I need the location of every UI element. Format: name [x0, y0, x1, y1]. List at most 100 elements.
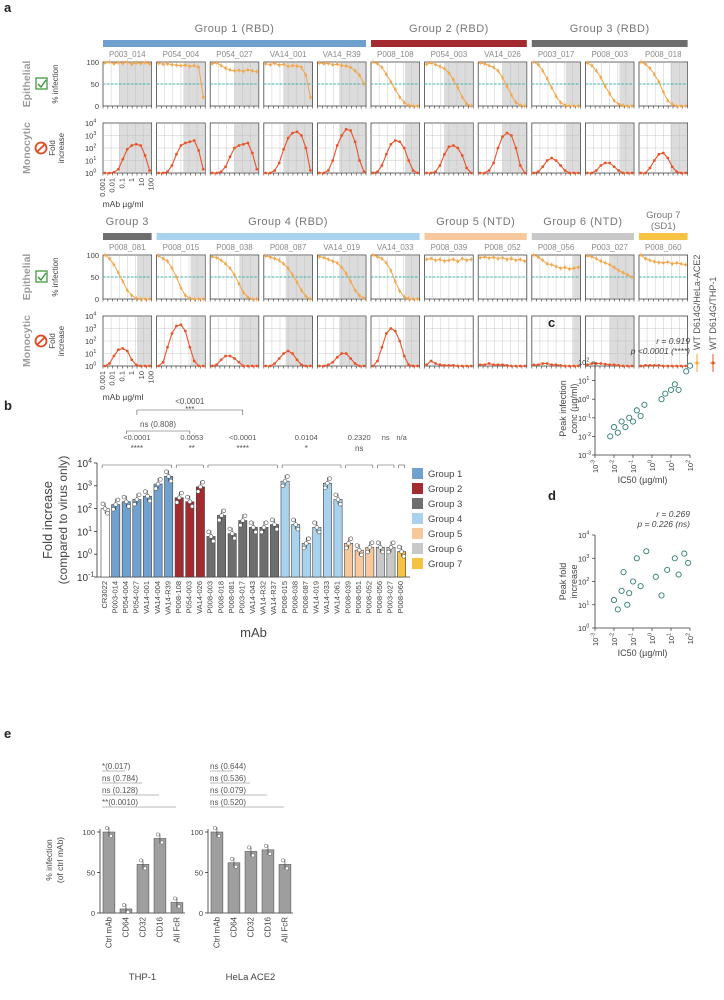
epi-point [353, 288, 357, 292]
mini-panel-title: P008_052 [484, 243, 521, 252]
epi-point [286, 266, 290, 270]
epi-point [599, 76, 603, 79]
data-point [145, 493, 150, 499]
epi-point [487, 256, 491, 260]
mono-point [242, 142, 245, 146]
data-point [348, 536, 354, 541]
data-point [147, 498, 152, 504]
epi-point [394, 87, 397, 91]
x-tick-label: 101 [667, 460, 676, 471]
mono-point [125, 147, 129, 151]
mono-point [393, 139, 397, 142]
tick-base: 10 [85, 325, 93, 334]
mono-point [179, 323, 183, 327]
mono-point [398, 339, 402, 343]
y-axis-label: % infection [44, 839, 54, 881]
mono-point [148, 364, 152, 368]
x-tick-label: P003-017 [237, 581, 246, 614]
x-tick-label: VA14-R37 [269, 581, 278, 615]
mono-point [657, 152, 661, 156]
data-point [155, 481, 161, 487]
p-value-label: ns (0.808) [140, 420, 176, 429]
epi-point [201, 297, 205, 301]
mono-point [264, 171, 268, 175]
data-point [253, 529, 258, 535]
tick-base: 10 [648, 636, 657, 644]
mono-point [594, 169, 598, 172]
bar [270, 524, 279, 578]
scatter-point [662, 390, 669, 397]
epi-point [595, 69, 598, 73]
epi-point [246, 295, 250, 299]
mono-point [335, 355, 339, 359]
epi-point [228, 266, 232, 270]
data-point [105, 826, 109, 830]
mono-point [608, 161, 612, 165]
mini-panel: P003_014 [102, 50, 152, 176]
group-color-bar [424, 233, 527, 240]
epi-point [398, 289, 402, 293]
y-tick-label: 100 [77, 549, 92, 562]
epi-point [340, 64, 344, 67]
epi-point [103, 61, 107, 65]
mono-point [599, 164, 603, 167]
prohibited-slash [36, 336, 46, 346]
epi-point [443, 67, 446, 70]
y-tick-label: 104 [85, 119, 96, 128]
x-axis-label: IC50 (µg/ml) [618, 648, 668, 658]
mono-point [277, 357, 281, 360]
data-point [124, 499, 129, 504]
x-tick-label: 0.01 [108, 371, 117, 386]
mono-point [148, 169, 152, 172]
epi-point [478, 61, 482, 65]
epi-point [519, 103, 522, 107]
scatter-point [667, 386, 675, 393]
epi-point [148, 62, 151, 66]
prohibited-icon [34, 334, 48, 348]
scatter-point [637, 412, 644, 419]
y-axis-label: Peak infection [558, 380, 568, 437]
epi-point [157, 62, 160, 65]
mono-point [242, 364, 245, 368]
mono-point [443, 363, 446, 367]
mono-point [175, 324, 178, 328]
epi-point [434, 63, 437, 66]
tick-base: 10 [85, 132, 93, 141]
panel-e: e % infection (of ctrl mAb) 100 50 0 Ctrl mAb C… [4, 726, 293, 983]
epi-point [559, 266, 562, 270]
mono-point [510, 364, 513, 368]
epi-point [648, 258, 652, 262]
x-tick-label: CR3022 [100, 581, 109, 609]
epi-point [653, 260, 656, 263]
y-tick-label: 100 [190, 828, 203, 837]
mono-point [358, 364, 361, 368]
mono-point [219, 358, 223, 362]
tick-base: 10 [686, 463, 695, 471]
epi-point [295, 64, 299, 68]
epi-point [416, 104, 419, 108]
mono-point [621, 171, 625, 175]
epi-point [434, 258, 437, 262]
data-point [316, 529, 322, 535]
epi-point [487, 64, 491, 67]
scatter-point [629, 418, 637, 425]
tick-exp: -1 [88, 572, 94, 579]
significance-stars: *** [185, 405, 194, 414]
mini-panel: P008_087 [263, 243, 313, 369]
data-point [346, 541, 351, 546]
epi-point [541, 69, 545, 73]
tick-exp: -2 [610, 633, 616, 638]
epi-point [536, 255, 540, 259]
x-tick-label: 101 [667, 633, 676, 644]
epi-point [103, 253, 107, 257]
x-tick-label: P008-051 [354, 581, 363, 614]
scatter-point [683, 368, 690, 375]
legend-label: Group 2 [428, 484, 462, 495]
group-label: Group 2 (RBD) [409, 23, 489, 35]
legend-label: Group 4 [428, 514, 462, 525]
data-point [142, 489, 148, 494]
x-tick-label: VA14-001 [142, 581, 151, 614]
epi-point [255, 297, 259, 301]
data-point [122, 903, 126, 907]
check-box [35, 77, 48, 90]
